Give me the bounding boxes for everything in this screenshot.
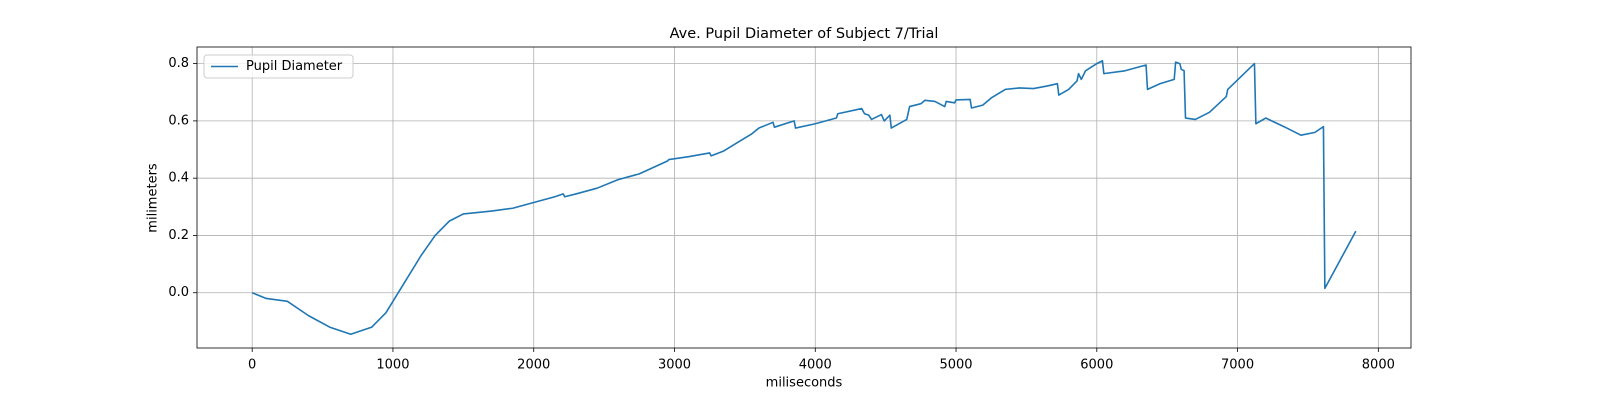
chart-title: Ave. Pupil Diameter of Subject 7/Trial	[670, 26, 939, 42]
x-tick-label: 5000	[939, 358, 972, 373]
y-tick-label: 0.2	[168, 228, 189, 243]
x-tick-label: 4000	[799, 358, 832, 373]
x-tick-label: 3000	[658, 358, 691, 373]
x-tick-label: 7000	[1221, 358, 1254, 373]
x-axis-label: miliseconds	[766, 376, 843, 391]
x-tick-label: 1000	[376, 358, 409, 373]
y-tick-label: 0.8	[168, 56, 189, 71]
y-tick-label: 0.6	[168, 113, 189, 128]
x-tick-label: 2000	[517, 358, 550, 373]
x-tick-label: 6000	[1080, 358, 1113, 373]
x-tick-label: 8000	[1362, 358, 1395, 373]
x-tick-label: 0	[248, 358, 256, 373]
y-tick-label: 0.4	[168, 171, 189, 186]
y-axis-label: milimeters	[146, 163, 161, 233]
data-line	[251, 59, 1357, 336]
plot-frame	[196, 46, 1412, 349]
legend-box	[203, 54, 354, 79]
legend-label: Pupil Diameter	[246, 59, 343, 74]
y-tick-label: 0.0	[168, 285, 189, 300]
